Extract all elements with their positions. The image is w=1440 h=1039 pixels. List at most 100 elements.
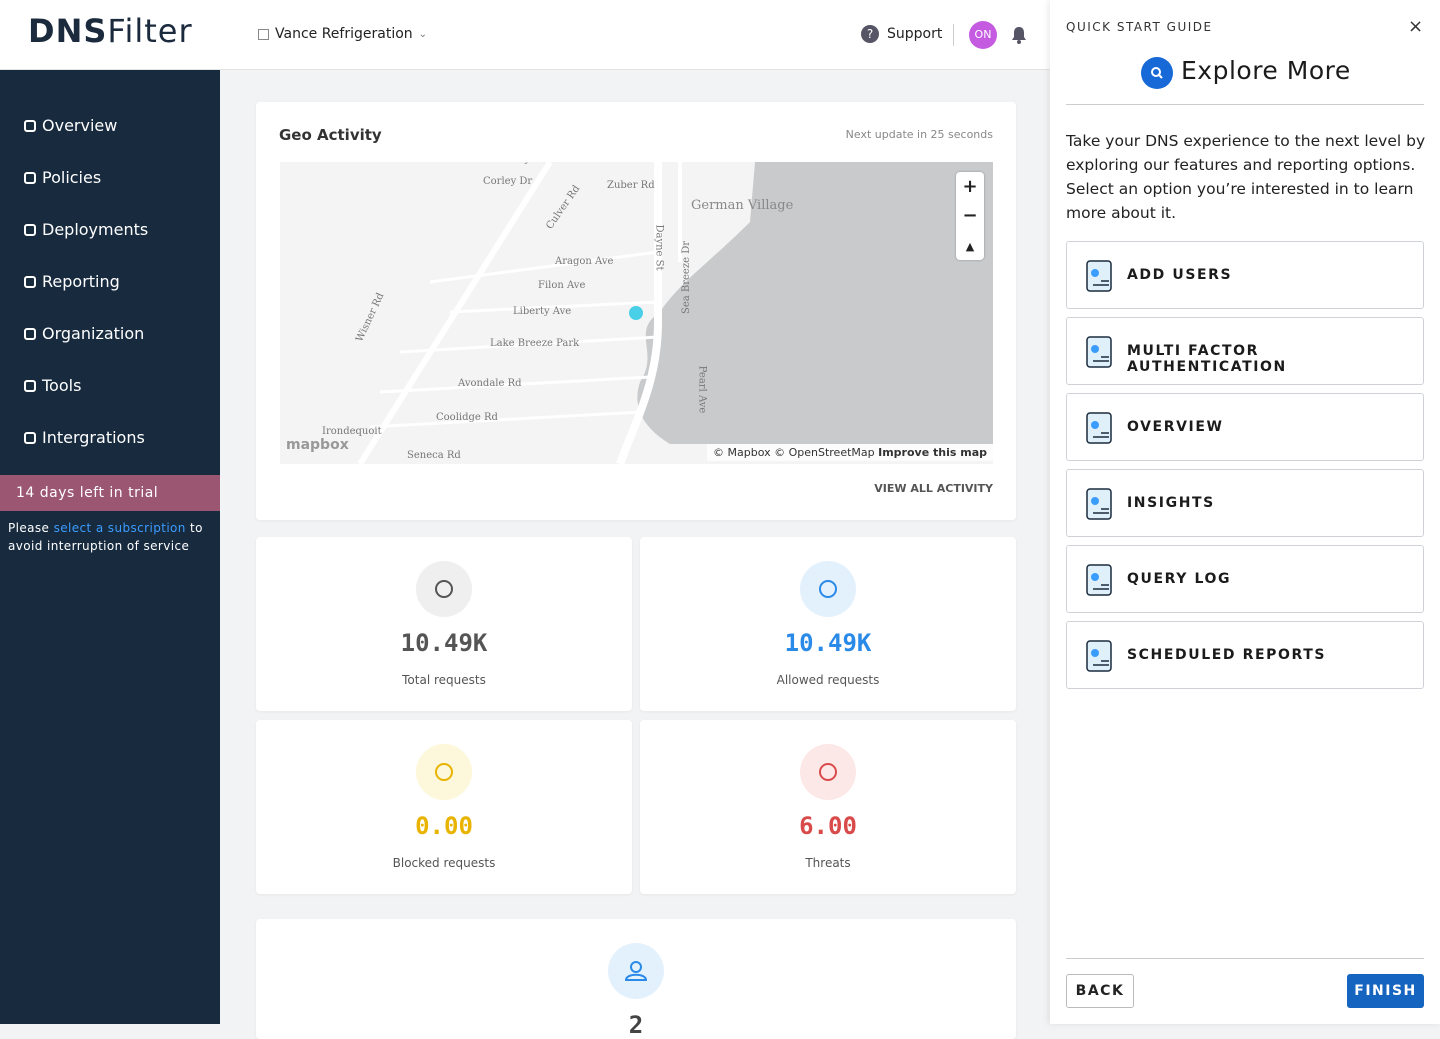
help-icon: ? <box>861 25 879 43</box>
partial-card: 2 <box>256 919 1016 1039</box>
map-label: Dayne St <box>653 224 665 271</box>
option-label: INSIGHTS <box>1127 495 1215 511</box>
map-label: Zuber Rd <box>607 180 655 191</box>
option-icon <box>1086 640 1112 672</box>
guide-option[interactable]: QUERY LOG <box>1066 545 1424 613</box>
guide-description: Take your DNS experience to the next lev… <box>1066 132 1426 222</box>
nav-item[interactable]: Overview <box>24 116 117 135</box>
option-icon <box>1086 488 1112 520</box>
option-icon <box>1086 336 1112 368</box>
attribution: © Mapbox © OpenStreetMap Improve this ma… <box>707 444 993 461</box>
stat-value: 6.00 <box>799 812 857 840</box>
map-label: Sea Breeze Dr <box>681 240 693 315</box>
nav-item[interactable]: Policies <box>24 168 101 187</box>
nav-label: Organization <box>42 324 145 343</box>
nav-label: Overview <box>42 116 118 135</box>
finish-button[interactable]: FINISH <box>1347 974 1424 1008</box>
org-icon <box>258 28 269 40</box>
quick-start-panel: QUICK START GUIDE × Explore More Take yo… <box>1050 0 1440 1024</box>
subscription-link[interactable]: select a subscription <box>53 521 186 535</box>
stat-card: 10.49K Allowed requests <box>640 537 1016 711</box>
stat-label: Blocked requests <box>392 856 496 870</box>
guide-title: Explore More <box>1181 56 1351 85</box>
support[interactable]: ? Support <box>861 25 942 43</box>
nav-icon <box>24 223 36 236</box>
chevron: ⌄ <box>418 28 428 40</box>
stat-icon <box>800 561 856 617</box>
stat-label: Total requests <box>402 673 486 687</box>
eyebrow: QUICK START GUIDE <box>1066 20 1213 34</box>
logo[interactable]: DNSFilter <box>28 12 193 50</box>
nav-label: Intergrations <box>42 428 145 447</box>
logo-filter: Filter <box>107 12 193 50</box>
stat-icon <box>416 561 472 617</box>
attribution-text: © Mapbox © OpenStreetMap <box>713 446 875 459</box>
nav-icon <box>24 119 36 132</box>
map-label: Filon Ave <box>538 280 586 291</box>
map-label: Seneca Rd <box>407 450 461 461</box>
geo-card: Geo Activity Next update in 25 seconds D… <box>256 102 1016 520</box>
option-icon <box>1086 260 1112 292</box>
map-shapes <box>357 162 993 464</box>
notice-text: Please <box>8 521 50 535</box>
map-label: Irondequoit <box>322 426 382 437</box>
guide-option[interactable]: SCHEDULED REPORTS <box>1066 621 1424 689</box>
stat-icon <box>416 744 472 800</box>
option-icon <box>1086 564 1112 596</box>
close-button[interactable]: × <box>1408 16 1424 37</box>
nav-item[interactable]: Reporting <box>24 272 120 291</box>
guide-option[interactable]: ADD USERS <box>1066 241 1424 309</box>
nav-item[interactable]: Deployments <box>24 220 148 239</box>
mapbox-logo[interactable]: mapbox <box>286 437 349 453</box>
nav-label: Policies <box>42 168 102 187</box>
map-label: Coolidge Rd <box>436 412 498 423</box>
trial-notice: Please select a subscription to avoid in… <box>8 519 214 555</box>
nav-icon <box>24 171 36 184</box>
stat-card: 6.00 Threats <box>640 720 1016 894</box>
bell-icon[interactable] <box>1011 26 1027 44</box>
nav-item[interactable]: Intergrations <box>24 428 145 447</box>
divider <box>1066 958 1424 959</box>
zoom-controls[interactable]: + − ▲ <box>956 172 984 260</box>
avatar[interactable]: ON <box>969 21 997 49</box>
improve-link[interactable]: Improve this map <box>878 446 987 459</box>
view-all-link[interactable]: VIEW ALL ACTIVITY <box>874 482 993 495</box>
map-label: Liberty Ave <box>513 306 572 317</box>
guide-option[interactable]: OVERVIEW <box>1066 393 1424 461</box>
option-label: QUERY LOG <box>1127 571 1232 587</box>
nav-icon <box>24 275 36 288</box>
map-label: German Village <box>691 198 794 213</box>
org-switcher[interactable]: Vance Refrigeration ⌄ <box>258 26 427 42</box>
map-label: Aragon Ave <box>555 256 614 267</box>
nav-icon <box>24 327 36 340</box>
nav-label: Tools <box>42 376 82 395</box>
option-label: ADD USERS <box>1127 267 1233 283</box>
map-label: Corley Dr <box>483 176 533 187</box>
support-label: Support <box>887 26 943 42</box>
stat-value: 0.00 <box>415 812 473 840</box>
back-button[interactable]: BACK <box>1066 974 1134 1008</box>
update-note: Next update in 25 seconds <box>845 128 993 141</box>
sidebar: Overview Policies Deployments Reporting Orga… <box>0 70 220 1024</box>
nav-icon <box>24 379 36 392</box>
nav-icon <box>24 431 36 444</box>
guide-option[interactable]: INSIGHTS <box>1066 469 1424 537</box>
nav-item[interactable]: Organization <box>24 324 144 343</box>
map-label: Dewberry Dr <box>480 162 546 165</box>
trial-banner: 14 days left in trial <box>0 475 220 511</box>
map-label: Lake Breeze Park <box>490 338 580 349</box>
nav-label: Deployments <box>42 220 149 239</box>
nav-label: Reporting <box>42 272 120 291</box>
stat-label: Threats <box>805 856 851 870</box>
notice-text: to avoid interruption of service <box>8 521 203 553</box>
stat-value: 10.49K <box>784 629 872 657</box>
logo-dns: DNS <box>28 12 108 50</box>
search-icon <box>1141 57 1173 89</box>
user-icon <box>608 943 664 999</box>
guide-option[interactable]: MULTI FACTOR AUTHENTICATION <box>1066 317 1424 385</box>
nav-item[interactable]: Tools <box>24 376 81 395</box>
stat-card: 10.49K Total requests <box>256 537 632 711</box>
stat-icon <box>800 744 856 800</box>
